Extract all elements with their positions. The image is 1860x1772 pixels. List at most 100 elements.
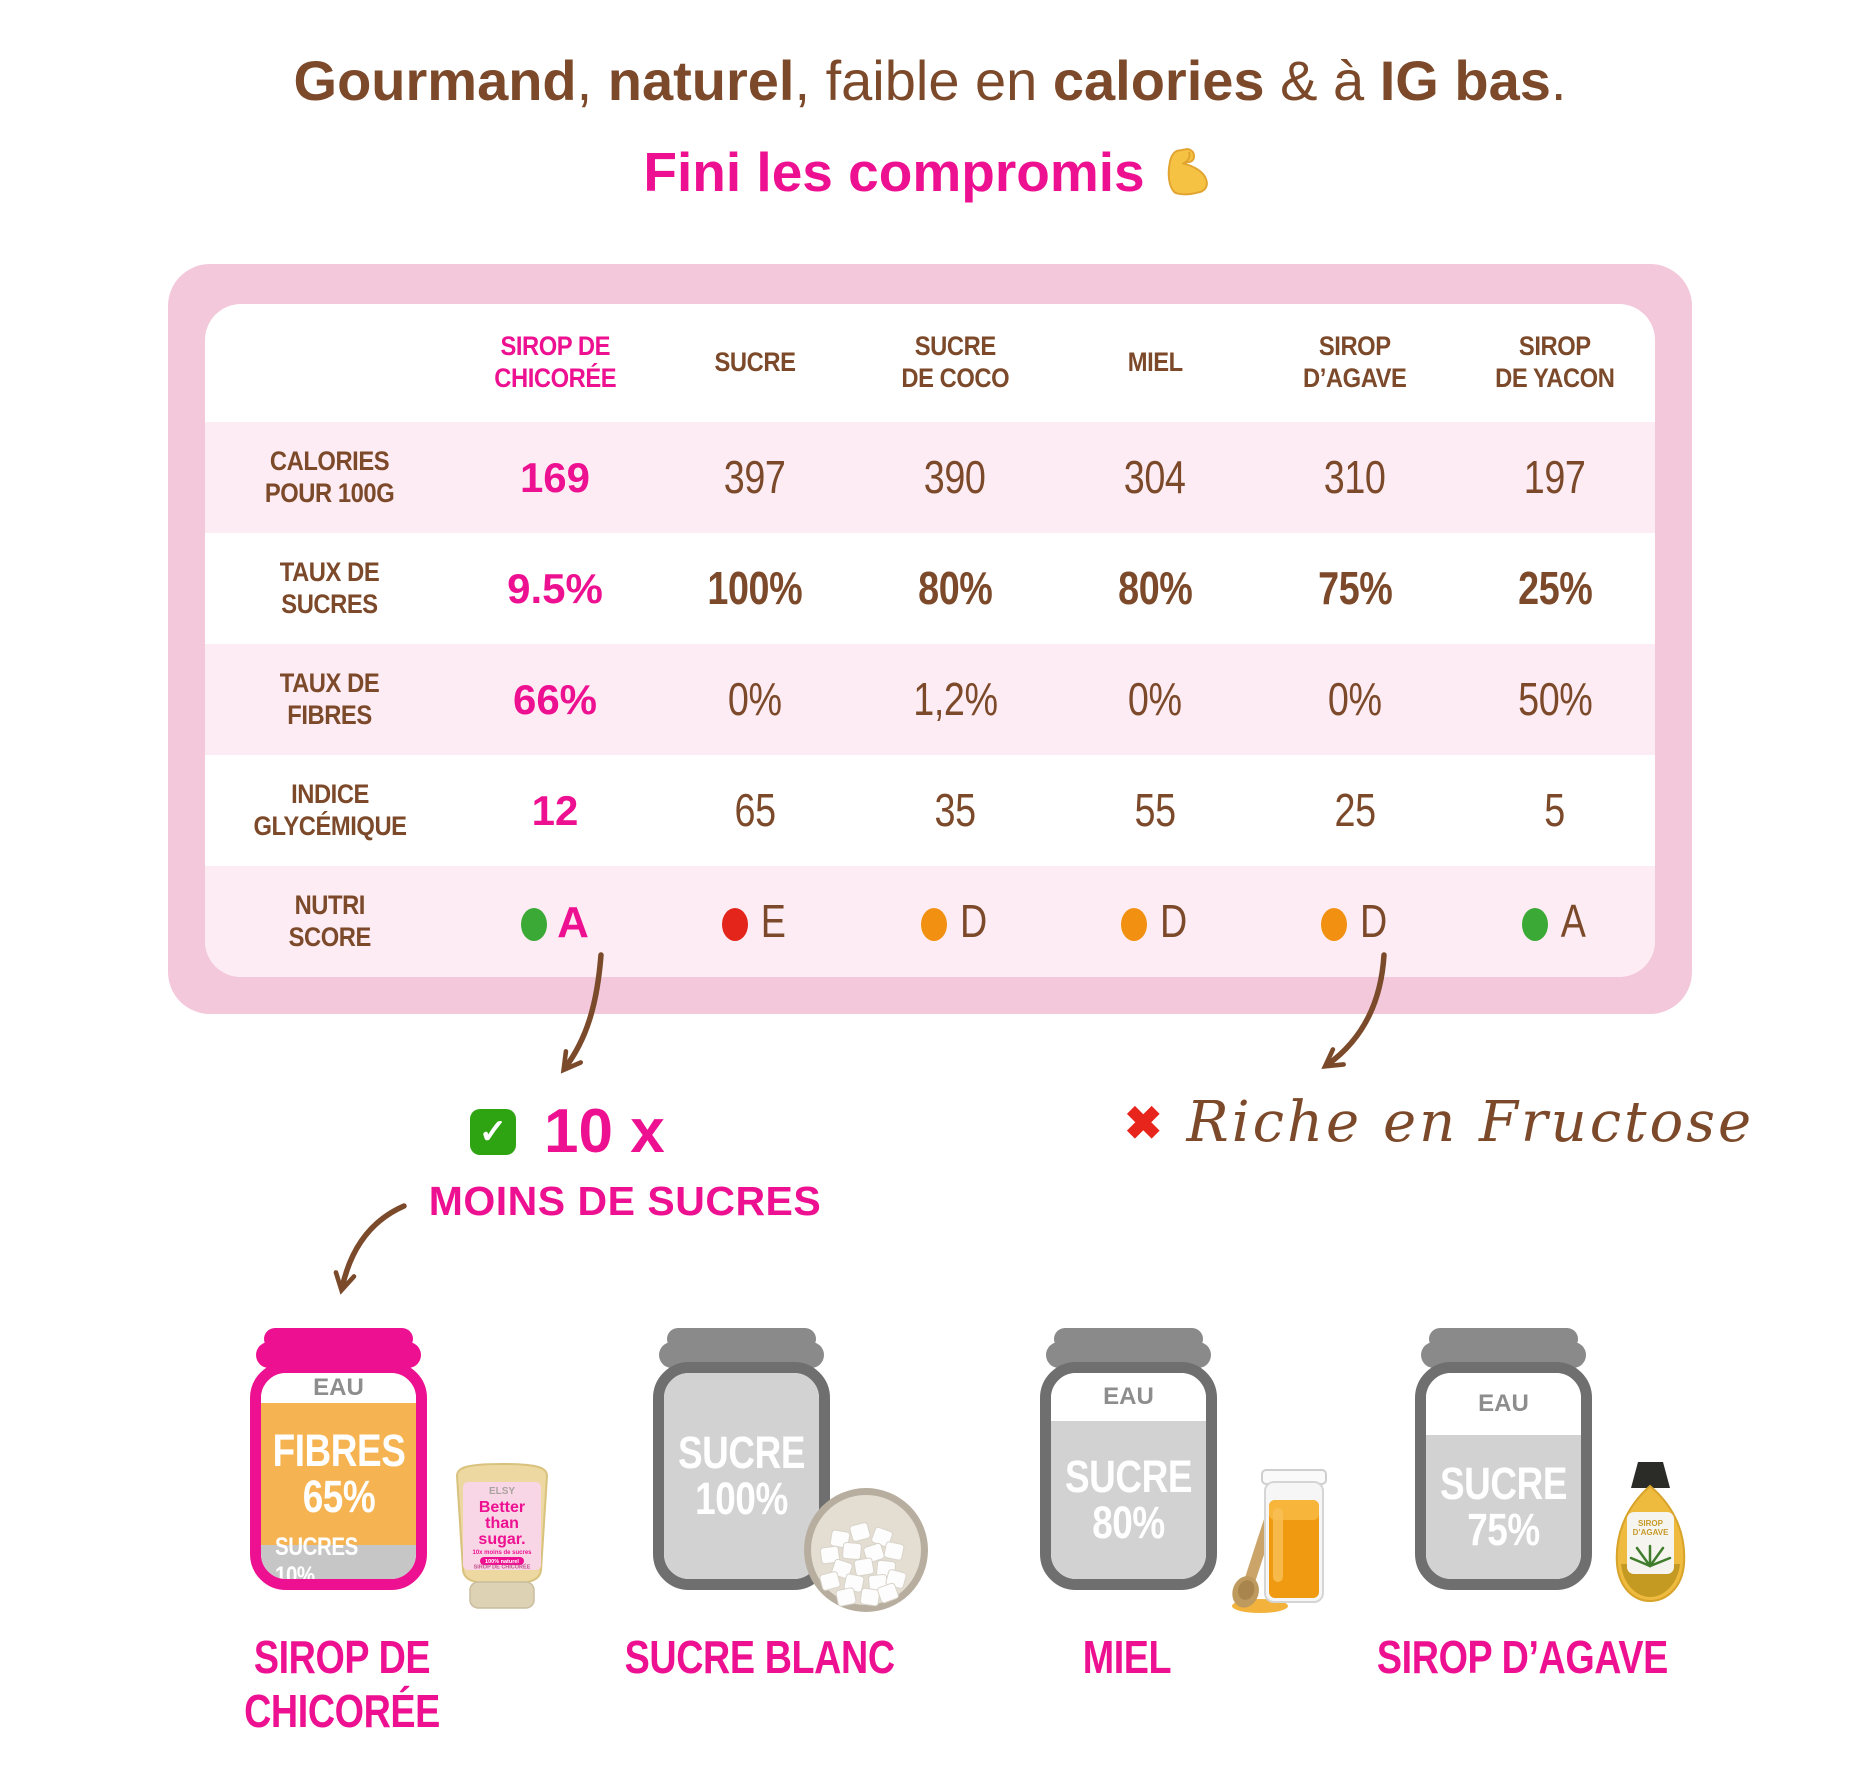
comparison-panel: SIROP DE CHICORÉE SUCRE SUCRE DE COCO MI… [168, 264, 1692, 1014]
svg-text:D’AGAVE: D’AGAVE [1633, 1528, 1670, 1537]
svg-text:100% naturel: 100% naturel [485, 1559, 519, 1565]
red-cross-icon: ✖ [1124, 1096, 1163, 1149]
jar-label-sugar: SUCRE BLANC [624, 1631, 896, 1683]
nutriscore-letter: D [1359, 895, 1387, 948]
jar-section-fibres: FIBRES 65% [261, 1403, 416, 1545]
arrow-to-chicory-jar-icon [333, 1203, 407, 1295]
value-cell: 9.5% [507, 564, 603, 612]
nutriscore-dot [920, 908, 947, 942]
title-part: Gourmand [293, 49, 577, 112]
column-header-agave: SIROP D’AGAVE [1303, 331, 1407, 393]
jar-body: EAU SUCRE 80% [1040, 1362, 1217, 1590]
svg-text:SIROP DE CHICORÉE: SIROP DE CHICORÉE [474, 1563, 531, 1571]
nutriscore-letter: D [959, 895, 987, 948]
value-cell: 80% [1117, 562, 1193, 615]
subtitle: Fini les compromis [0, 140, 1860, 214]
value-cell: 66% [512, 675, 598, 723]
svg-text:Better: Better [479, 1499, 525, 1516]
jar-body: SUCRE 100% [653, 1362, 830, 1590]
table-row-sucres: TAUX DE SUCRES 9.5% 100% 80% 80% 75% 25% [205, 533, 1655, 644]
comparison-table: SIROP DE CHICORÉE SUCRE SUCRE DE COCO MI… [205, 304, 1655, 977]
value-cell: 35 [934, 784, 976, 837]
column-header-sucre-coco: SUCRE DE COCO [901, 331, 1009, 393]
value-cell: 25 [1334, 784, 1376, 837]
jar-agave: EAU SUCRE 75% [1415, 1328, 1592, 1590]
value-cell: 304 [1124, 451, 1186, 504]
jar-sugar: SUCRE 100% [653, 1328, 830, 1590]
main-title: Gourmand, naturel, faible en calories & … [0, 48, 1860, 113]
value-cell: 65 [734, 784, 776, 837]
table-row-indice-glycemique: INDICE GLYCÉMIQUE 12 65 35 55 25 5 [205, 755, 1655, 866]
value-cell: 55 [1134, 784, 1176, 837]
jar-label-honey: MIEL [1082, 1631, 1172, 1683]
column-header-chicoree: SIROP DE CHICORÉE [494, 331, 616, 393]
title-part: calories [1052, 49, 1265, 112]
jar-section-sucre: SUCRE 100% [664, 1373, 819, 1579]
sugar-bowl-image [804, 1488, 928, 1612]
nutriscore-cell: D [1255, 894, 1455, 948]
jar-body: EAU SUCRE 75% [1415, 1362, 1592, 1590]
value-cell: 1,2% [912, 673, 998, 726]
nutriscore-dot [521, 908, 548, 942]
jar-section-eau: EAU [261, 1373, 416, 1403]
value-cell: 397 [724, 451, 786, 504]
svg-text:10x moins de sucres: 10x moins de sucres [472, 1550, 532, 1556]
fructose-callout: ✖ Riche en Fructose [1124, 1090, 1754, 1155]
nutriscore-letter: A [1560, 895, 1586, 948]
svg-text:SIROP: SIROP [1638, 1519, 1664, 1528]
value-cell: 0% [1128, 673, 1182, 726]
nutriscore-dot [1521, 908, 1548, 942]
agave-plant-icon [1629, 1544, 1672, 1568]
title-part: , faible en [794, 49, 1053, 112]
value-cell: 80% [917, 562, 993, 615]
jar-section-eau: EAU [1426, 1373, 1581, 1435]
row-label: TAUX DE SUCRES [280, 556, 380, 619]
row-label: NUTRI SCORE [288, 889, 372, 952]
table-row-nutriscore: NUTRI SCORE A E D D D A [205, 866, 1655, 977]
fructose-note: Riche en Fructose [1186, 1090, 1755, 1155]
value-cell: 25% [1517, 562, 1593, 615]
table-header-row: SIROP DE CHICORÉE SUCRE SUCRE DE COCO MI… [205, 304, 1655, 422]
column-header-sucre: SUCRE [714, 347, 796, 378]
value-cell: 12 [531, 786, 579, 834]
title-part: & à [1264, 49, 1380, 112]
nutriscore-cell: D [855, 894, 1055, 948]
nutriscore-letter: D [1159, 895, 1187, 948]
value-cell: 197 [1524, 451, 1586, 504]
column-header-yacon: SIROP DE YACON [1495, 331, 1615, 393]
subtitle-text: Fini les compromis [643, 141, 1145, 203]
nutriscore-letter: E [760, 895, 786, 948]
chicory-bottle-image: ELSY Better than sugar. 10x moins de suc… [455, 1462, 549, 1609]
title-part: naturel [607, 49, 795, 112]
title-part: IG bas [1379, 49, 1551, 112]
value-cell: 390 [924, 451, 986, 504]
nutriscore-cell: A [1455, 894, 1655, 948]
jar-label-chicory: SIROP DE CHICORÉE [244, 1631, 440, 1737]
svg-text:than: than [485, 1515, 519, 1532]
nutriscore-cell: A [455, 894, 655, 949]
nutriscore-dot [1120, 908, 1147, 942]
svg-text:ELSY: ELSY [489, 1486, 515, 1497]
green-check-icon: ✓ [470, 1108, 516, 1155]
table-row-fibres: TAUX DE FIBRES 66% 0% 1,2% 0% 0% 50% [205, 644, 1655, 755]
value-cell: 0% [1328, 673, 1382, 726]
nutriscore-cell: D [1055, 894, 1255, 948]
value-cell: 5 [1544, 784, 1566, 837]
flexed-biceps-icon [1159, 143, 1217, 214]
nutriscore-cell: E [655, 894, 855, 948]
nutriscore-dot [1320, 908, 1347, 942]
title-part: , [576, 49, 608, 112]
table-row-calories: CALORIES POUR 100G 169 397 390 304 310 1… [205, 422, 1655, 533]
jar-section-sucre: SUCRE 80% [1051, 1421, 1206, 1579]
jar-section-sucre: SUCRE 75% [1426, 1435, 1581, 1579]
svg-text:sugar.: sugar. [478, 1531, 525, 1548]
jar-chicory: EAU FIBRES 65% SUCRES 10% [250, 1328, 427, 1590]
value-cell: 100% [707, 562, 803, 615]
jar-honey: EAU SUCRE 80% [1040, 1328, 1217, 1590]
less-sugar-title: 10 x [544, 1097, 665, 1166]
row-label: TAUX DE FIBRES [280, 667, 380, 730]
value-cell: 169 [519, 453, 591, 501]
less-sugar-callout: ✓ 10 x [470, 1096, 665, 1167]
value-cell: 0% [728, 673, 782, 726]
